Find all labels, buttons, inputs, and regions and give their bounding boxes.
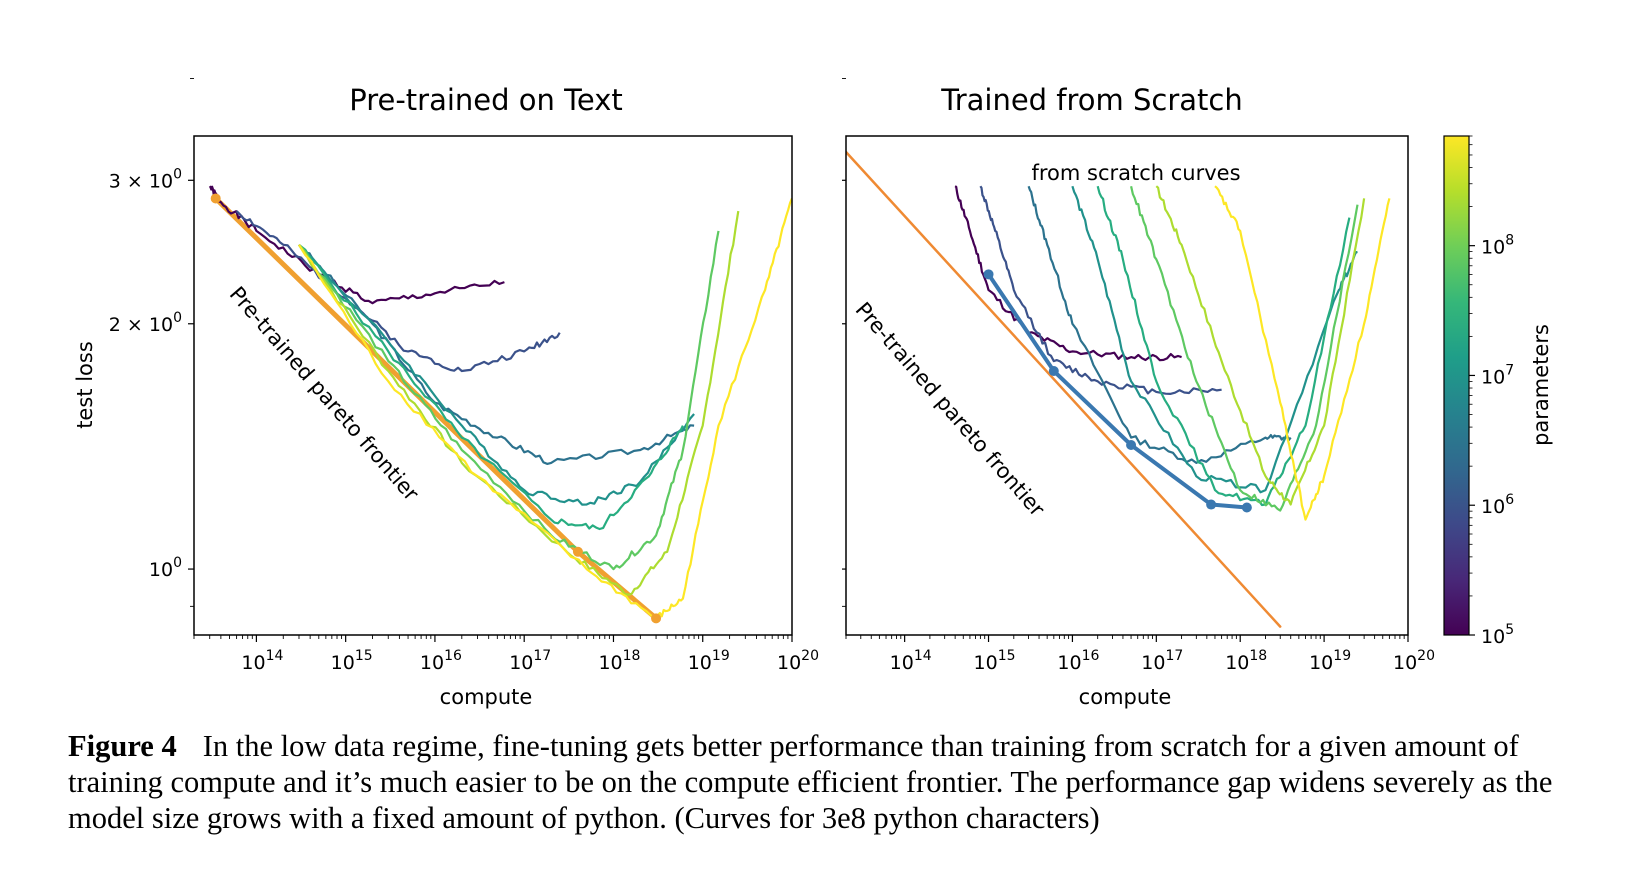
frontier-point xyxy=(210,193,221,204)
scratch-frontier-point xyxy=(1241,502,1252,513)
axes-frame xyxy=(193,135,793,636)
x-tick-label: 1018 xyxy=(598,648,640,674)
panel-scratch: Trained from Scratch compute from scratc… xyxy=(842,78,1435,709)
x-tick-label: 1020 xyxy=(1393,648,1435,674)
x-tick-label: 1014 xyxy=(241,648,283,674)
x-tick-label: 1015 xyxy=(974,648,1016,674)
frontier-point xyxy=(572,546,583,557)
colorbar-tick-label: 107 xyxy=(1481,362,1514,388)
x-tick-label: 1019 xyxy=(688,648,730,674)
x-tick-label: 1018 xyxy=(1225,648,1267,674)
y-tick-label: 2 × 100 xyxy=(109,310,182,336)
series-line xyxy=(298,210,740,596)
colorbar-tick-label: 108 xyxy=(1481,233,1514,259)
x-tick-label: 1017 xyxy=(509,648,551,674)
x-tick-label: 1020 xyxy=(777,648,819,674)
x-axis-label: compute xyxy=(440,685,533,709)
colorbar-tick-label: 105 xyxy=(1481,622,1514,648)
series-line xyxy=(298,197,792,620)
x-tick-label: 1015 xyxy=(331,648,373,674)
y-axis-label: test loss xyxy=(73,341,97,429)
pareto-frontier-annotation: Pre-trained pareto frontier xyxy=(851,298,1050,522)
axes-frame xyxy=(845,135,1409,636)
caption-text: In the low data regime, fine-tuning gets… xyxy=(68,729,1553,835)
series-line xyxy=(235,210,561,373)
series-line xyxy=(979,185,1222,395)
scratch-frontier-point xyxy=(1126,439,1137,450)
colorbar-label: parameters xyxy=(1529,324,1553,446)
panel-pretrained: Pre-trained on Text compute test loss 10… xyxy=(73,78,819,709)
plot-area xyxy=(208,185,792,624)
series-line xyxy=(298,230,720,571)
x-tick-label: 1017 xyxy=(1141,648,1183,674)
pareto-frontier-line xyxy=(213,195,659,621)
panel-title: Trained from Scratch xyxy=(940,83,1243,117)
colorbar: 105 106 107 108 parameters xyxy=(1443,135,1553,648)
figure-caption: Figure 4 In the low data regime, fine-tun… xyxy=(68,728,1568,836)
x-axis-label: compute xyxy=(1079,685,1172,709)
series-line xyxy=(1155,185,1366,506)
x-tick-label: 1019 xyxy=(1309,648,1351,674)
series-line xyxy=(208,185,505,305)
x-tick-label: 1016 xyxy=(1057,648,1099,674)
scratch-frontier-point xyxy=(983,269,994,280)
series-line xyxy=(298,244,695,506)
series-line xyxy=(1096,185,1351,507)
figure-label: Figure 4 xyxy=(68,729,177,763)
frontier-point xyxy=(651,613,662,624)
plot-area xyxy=(846,150,1391,628)
tick-group: 1014 1015 1016 1017 1018 1019 1020 xyxy=(842,78,1435,674)
series-line xyxy=(1071,185,1358,494)
x-tick-label: 1014 xyxy=(890,648,932,674)
scratch-frontier-point xyxy=(1048,366,1059,377)
series-line xyxy=(1027,185,1292,464)
figure: Pre-trained on Text compute test loss 10… xyxy=(73,78,1553,709)
from-scratch-annotation: from scratch curves xyxy=(1031,161,1240,185)
scratch-frontier-point xyxy=(1206,499,1217,510)
tick-group: 1014 1015 1016 1017 1018 1019 1020 100 2 × 100 3 … xyxy=(109,78,819,674)
x-tick-label: 1016 xyxy=(420,648,462,674)
panel-title: Pre-trained on Text xyxy=(349,83,623,117)
series-line xyxy=(298,243,684,531)
y-tick-label: 100 xyxy=(149,555,182,581)
pareto-frontier-annotation: Pre-trained pareto frontier xyxy=(225,282,424,506)
pareto-frontier-line xyxy=(846,150,1282,628)
colorbar-ticks: 105 106 107 108 xyxy=(1469,135,1514,648)
series-line xyxy=(1214,185,1391,521)
y-tick-label: 3 × 100 xyxy=(109,166,182,192)
colorbar-gradient xyxy=(1443,135,1470,636)
series-line xyxy=(1130,185,1359,512)
colorbar-tick-label: 106 xyxy=(1481,492,1514,518)
